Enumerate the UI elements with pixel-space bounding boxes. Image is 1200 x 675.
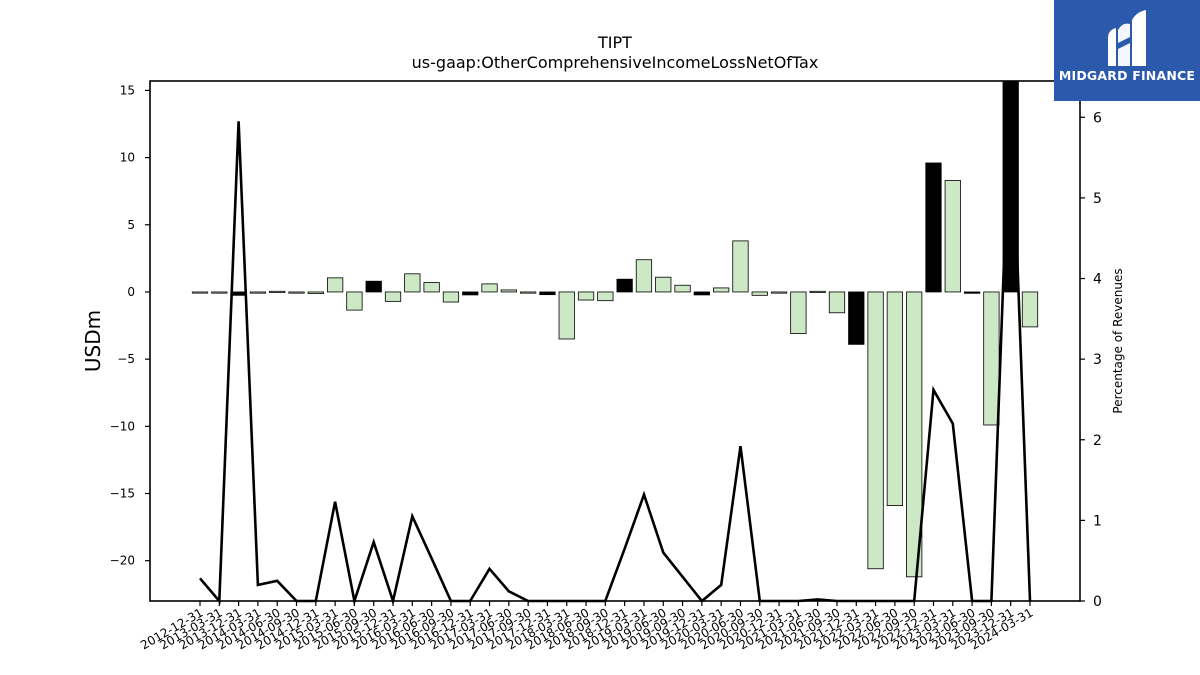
y-tick-label: −20	[110, 554, 135, 568]
bar	[925, 162, 942, 293]
y2-tick-label: 6	[1093, 110, 1102, 126]
bar	[848, 291, 865, 345]
y-tick-label: 15	[120, 83, 135, 97]
bar	[635, 259, 653, 293]
y-tick-label: 5	[127, 218, 135, 232]
bar	[288, 291, 305, 294]
bar	[423, 282, 440, 293]
y-tick-label: −5	[117, 352, 135, 366]
bar	[520, 291, 537, 294]
bar	[751, 291, 768, 296]
bar	[790, 291, 807, 335]
bar	[307, 291, 324, 294]
y-tick-label: −15	[110, 487, 135, 501]
logo-text: MIDGARD FINANCE	[1058, 68, 1196, 83]
bar	[269, 290, 286, 293]
bar	[249, 291, 267, 294]
y-axis-label: USDm	[81, 310, 105, 372]
chart-title: TIPT	[597, 33, 632, 52]
y2-axis-label: Percentage of Revenues	[1111, 268, 1125, 413]
bar	[674, 284, 691, 293]
bar	[230, 291, 247, 296]
bar	[211, 291, 228, 294]
y2-tick-label: 1	[1093, 513, 1102, 529]
bar	[1021, 291, 1039, 328]
bar	[809, 290, 826, 293]
bar	[944, 180, 961, 293]
bar	[191, 291, 209, 294]
bar	[906, 291, 923, 578]
bar	[963, 291, 981, 294]
bar	[828, 291, 846, 314]
bar	[442, 291, 460, 303]
bar	[770, 291, 788, 294]
percentage-line	[199, 80, 1032, 607]
chart-subtitle: us-gaap:OtherComprehensiveIncomeLossNetO…	[412, 53, 819, 72]
bar	[616, 278, 633, 293]
bar	[693, 291, 710, 296]
bar	[462, 291, 479, 296]
bar	[983, 291, 1000, 426]
y2-tick-label: 3	[1093, 352, 1102, 368]
bar	[597, 291, 614, 302]
bar	[558, 291, 575, 340]
bar	[732, 240, 749, 293]
bar	[365, 280, 382, 293]
bar	[384, 291, 402, 302]
plot-frame	[149, 80, 1081, 602]
bar	[713, 287, 730, 293]
y2-tick-label: 2	[1093, 433, 1102, 449]
y-tick-label: 10	[120, 151, 135, 165]
y-tick-label: 0	[127, 285, 135, 299]
y2-tick-label: 4	[1093, 272, 1102, 288]
bar	[539, 291, 556, 296]
bar	[326, 277, 344, 293]
bar	[500, 289, 517, 293]
midgard-finance-logo: MIDGARD FINANCE	[1054, 0, 1200, 101]
y-tick-label: −10	[110, 419, 135, 433]
bar	[655, 276, 672, 293]
y2-tick-label: 5	[1093, 191, 1102, 207]
bar	[346, 291, 363, 311]
bar	[481, 283, 498, 293]
bar	[577, 291, 595, 301]
bar	[404, 273, 421, 293]
bar	[886, 291, 904, 506]
logo-mark-icon	[1108, 10, 1146, 67]
bar	[867, 291, 884, 570]
y2-tick-label: 0	[1093, 594, 1102, 610]
